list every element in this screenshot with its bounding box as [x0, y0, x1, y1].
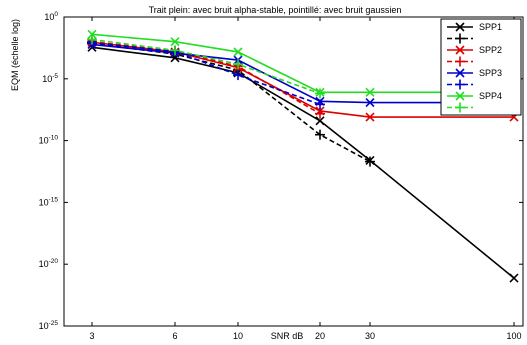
- legend-label: SPP4: [479, 91, 502, 101]
- legend-label: SPP3: [479, 68, 502, 78]
- data-point: [365, 87, 375, 97]
- x-tick-label: 100: [506, 331, 521, 341]
- y-axis-label: EQM (échelle log): [10, 19, 20, 91]
- data-point: [509, 273, 519, 283]
- series-line: [91, 33, 514, 94]
- data-point: [365, 112, 375, 122]
- y-tick-label: 10-5: [42, 73, 58, 84]
- legend-marker: [455, 68, 465, 78]
- y-tick-label: 10-20: [39, 258, 59, 269]
- legend-label: SPP2: [479, 45, 502, 55]
- data-point: [315, 116, 325, 126]
- x-tick-label: 20: [315, 331, 325, 341]
- x-tick-label: 30: [365, 331, 375, 341]
- data-point: [87, 29, 97, 39]
- series-line: [91, 43, 514, 104]
- data-point: [365, 97, 375, 108]
- series-line: [91, 42, 321, 106]
- legend-marker: [455, 91, 465, 101]
- y-tick-label: 10-15: [39, 196, 59, 207]
- legend-marker: [455, 22, 465, 32]
- x-tick-label: 10: [233, 331, 243, 341]
- x-axis-label: SNR dB: [271, 331, 304, 341]
- legend-label: SPP1: [479, 22, 502, 32]
- series-group: [87, 29, 519, 283]
- series-line: [91, 38, 321, 95]
- y-axis: 100 10-5 10-10 10-15 10-20 10-25: [39, 11, 523, 331]
- series-8: [87, 34, 325, 99]
- legend: SPP1 SPP2 SPP3 SPP4: [440, 18, 522, 116]
- y-tick-label: 10-10: [39, 135, 59, 146]
- y-tick-label: 10-25: [39, 320, 59, 331]
- data-point: [170, 37, 180, 47]
- x-tick-label: 3: [89, 331, 94, 341]
- y-tick-label: 100: [44, 11, 58, 22]
- series-line: [91, 46, 515, 279]
- data-point: [233, 47, 243, 57]
- chart-title: Trait plein: avec bruit alpha-stable, po…: [149, 5, 402, 15]
- legend-marker: [455, 45, 465, 55]
- x-axis: 3 6 10 20 30 100: [89, 17, 522, 341]
- x-tick-label: 6: [172, 331, 177, 341]
- legend-box: [440, 18, 522, 116]
